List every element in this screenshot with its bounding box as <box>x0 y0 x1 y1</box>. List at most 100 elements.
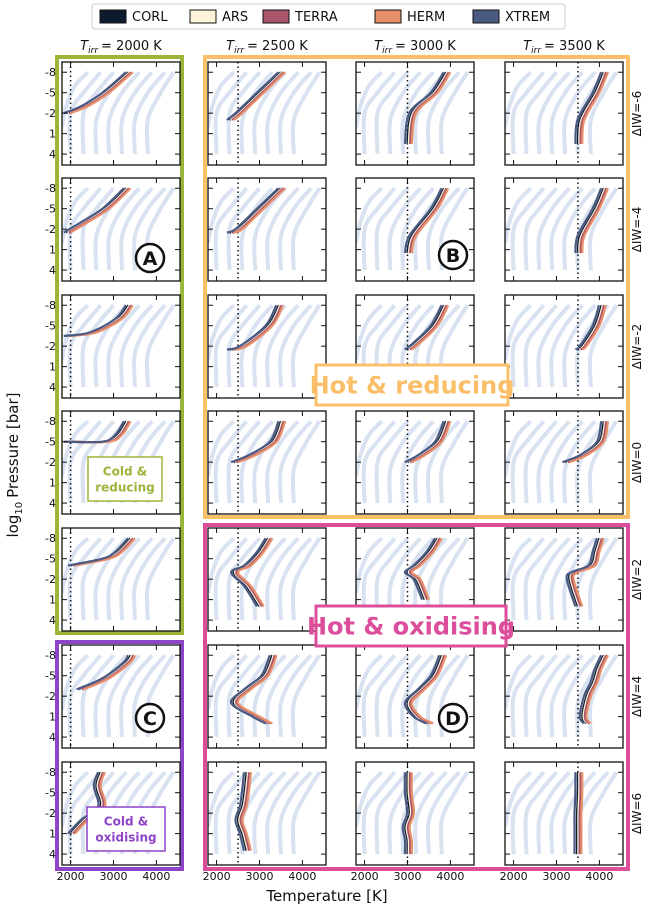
background-profile <box>290 304 322 388</box>
background-profile <box>226 303 262 388</box>
background-profile <box>213 186 249 271</box>
region-label: oxidising <box>95 830 156 844</box>
background-profile <box>505 536 533 594</box>
plot-area <box>62 178 176 281</box>
background-profile <box>265 303 300 388</box>
background-profile <box>549 653 584 738</box>
profile-line <box>581 187 609 254</box>
plot-area <box>62 295 176 398</box>
background-profile <box>400 186 435 271</box>
profile-line <box>583 654 608 725</box>
profile-line <box>581 654 605 725</box>
region-label-box <box>87 456 163 502</box>
plot-area <box>208 528 322 631</box>
profile-line <box>403 654 441 725</box>
background-profile <box>226 536 262 621</box>
background-profile <box>387 653 422 738</box>
background-profile <box>562 186 597 271</box>
profile-line <box>63 187 125 234</box>
profile-line <box>578 772 582 855</box>
background-profile <box>536 770 571 855</box>
background-profile <box>213 70 249 155</box>
background-profile <box>208 536 236 594</box>
panel <box>355 177 475 282</box>
background-profile <box>62 70 90 128</box>
y-tick-label: -5 <box>45 553 56 566</box>
background-profile <box>252 536 287 621</box>
background-profile <box>536 303 571 388</box>
legend-label: TERRA <box>294 10 338 25</box>
profile-line <box>70 187 132 234</box>
profile-line <box>230 654 271 725</box>
background-profile <box>562 653 597 738</box>
background-profile <box>265 536 300 621</box>
region-frame <box>203 55 630 519</box>
profile-line <box>575 772 580 855</box>
profile-line <box>562 421 603 464</box>
background-profile <box>361 419 397 504</box>
panel: -8 -5 -2 1 4 <box>45 61 181 166</box>
profile-line <box>70 71 134 115</box>
x-tick-label: 3000 <box>542 870 570 883</box>
background-profile <box>119 70 154 155</box>
background-profile <box>400 419 435 504</box>
profile-line <box>403 537 436 601</box>
plot-area <box>208 645 322 748</box>
title-symbol: T <box>374 39 383 54</box>
profile-line <box>574 187 603 254</box>
y-tick-label: -8 <box>45 649 56 662</box>
background-profile <box>208 653 236 711</box>
background-profile <box>562 303 597 388</box>
y-tick-label: -5 <box>45 436 56 449</box>
title-text: = 3000 K <box>395 39 456 54</box>
marker-circle <box>134 702 166 734</box>
background-profile <box>356 770 384 828</box>
background-profile <box>144 537 176 621</box>
profile-line <box>404 304 443 351</box>
background-profile <box>549 303 584 388</box>
panel: -8 -5 -2 1 4 <box>45 294 181 399</box>
background-profile <box>62 186 90 244</box>
profile-line <box>405 772 413 855</box>
background-profile <box>119 653 154 738</box>
column-title: Tirr = 3000 K <box>374 39 456 56</box>
background-profile <box>80 770 116 855</box>
profile-line <box>579 187 608 254</box>
background-profile <box>144 71 176 155</box>
background-profile <box>93 536 128 621</box>
x-tick-label: 4000 <box>288 870 316 883</box>
region-frame <box>55 55 184 635</box>
background-profile <box>505 70 533 128</box>
plot-area <box>505 645 619 748</box>
background-profile <box>239 303 274 388</box>
x-tick-label: 3000 <box>99 870 127 883</box>
background-profile <box>132 653 167 738</box>
panel: 2000 3000 4000 <box>351 761 475 883</box>
background-profile <box>387 419 422 504</box>
profile-line <box>236 772 248 851</box>
profile-line <box>238 772 249 851</box>
profile-line <box>406 772 414 855</box>
profile-line <box>577 772 581 855</box>
legend-swatch <box>472 9 500 24</box>
background-profile <box>67 770 103 855</box>
background-profile <box>265 70 300 155</box>
profile-line <box>568 421 610 464</box>
profile-line <box>404 772 411 855</box>
profile-line <box>574 71 603 144</box>
title-text: = 3500 K <box>544 39 605 54</box>
background-profile <box>278 303 313 388</box>
background-profile <box>523 303 559 388</box>
background-profile <box>132 70 167 155</box>
background-profile <box>290 420 322 504</box>
background-profile <box>252 770 287 855</box>
y-tick-label: -8 <box>45 415 56 428</box>
background-profile <box>356 419 384 477</box>
panel <box>504 61 624 166</box>
background-profile <box>106 303 141 388</box>
legend-swatch <box>262 9 290 24</box>
profile-line <box>579 71 608 144</box>
profile-line <box>83 654 136 691</box>
panel <box>207 527 327 632</box>
background-profile <box>213 419 249 504</box>
